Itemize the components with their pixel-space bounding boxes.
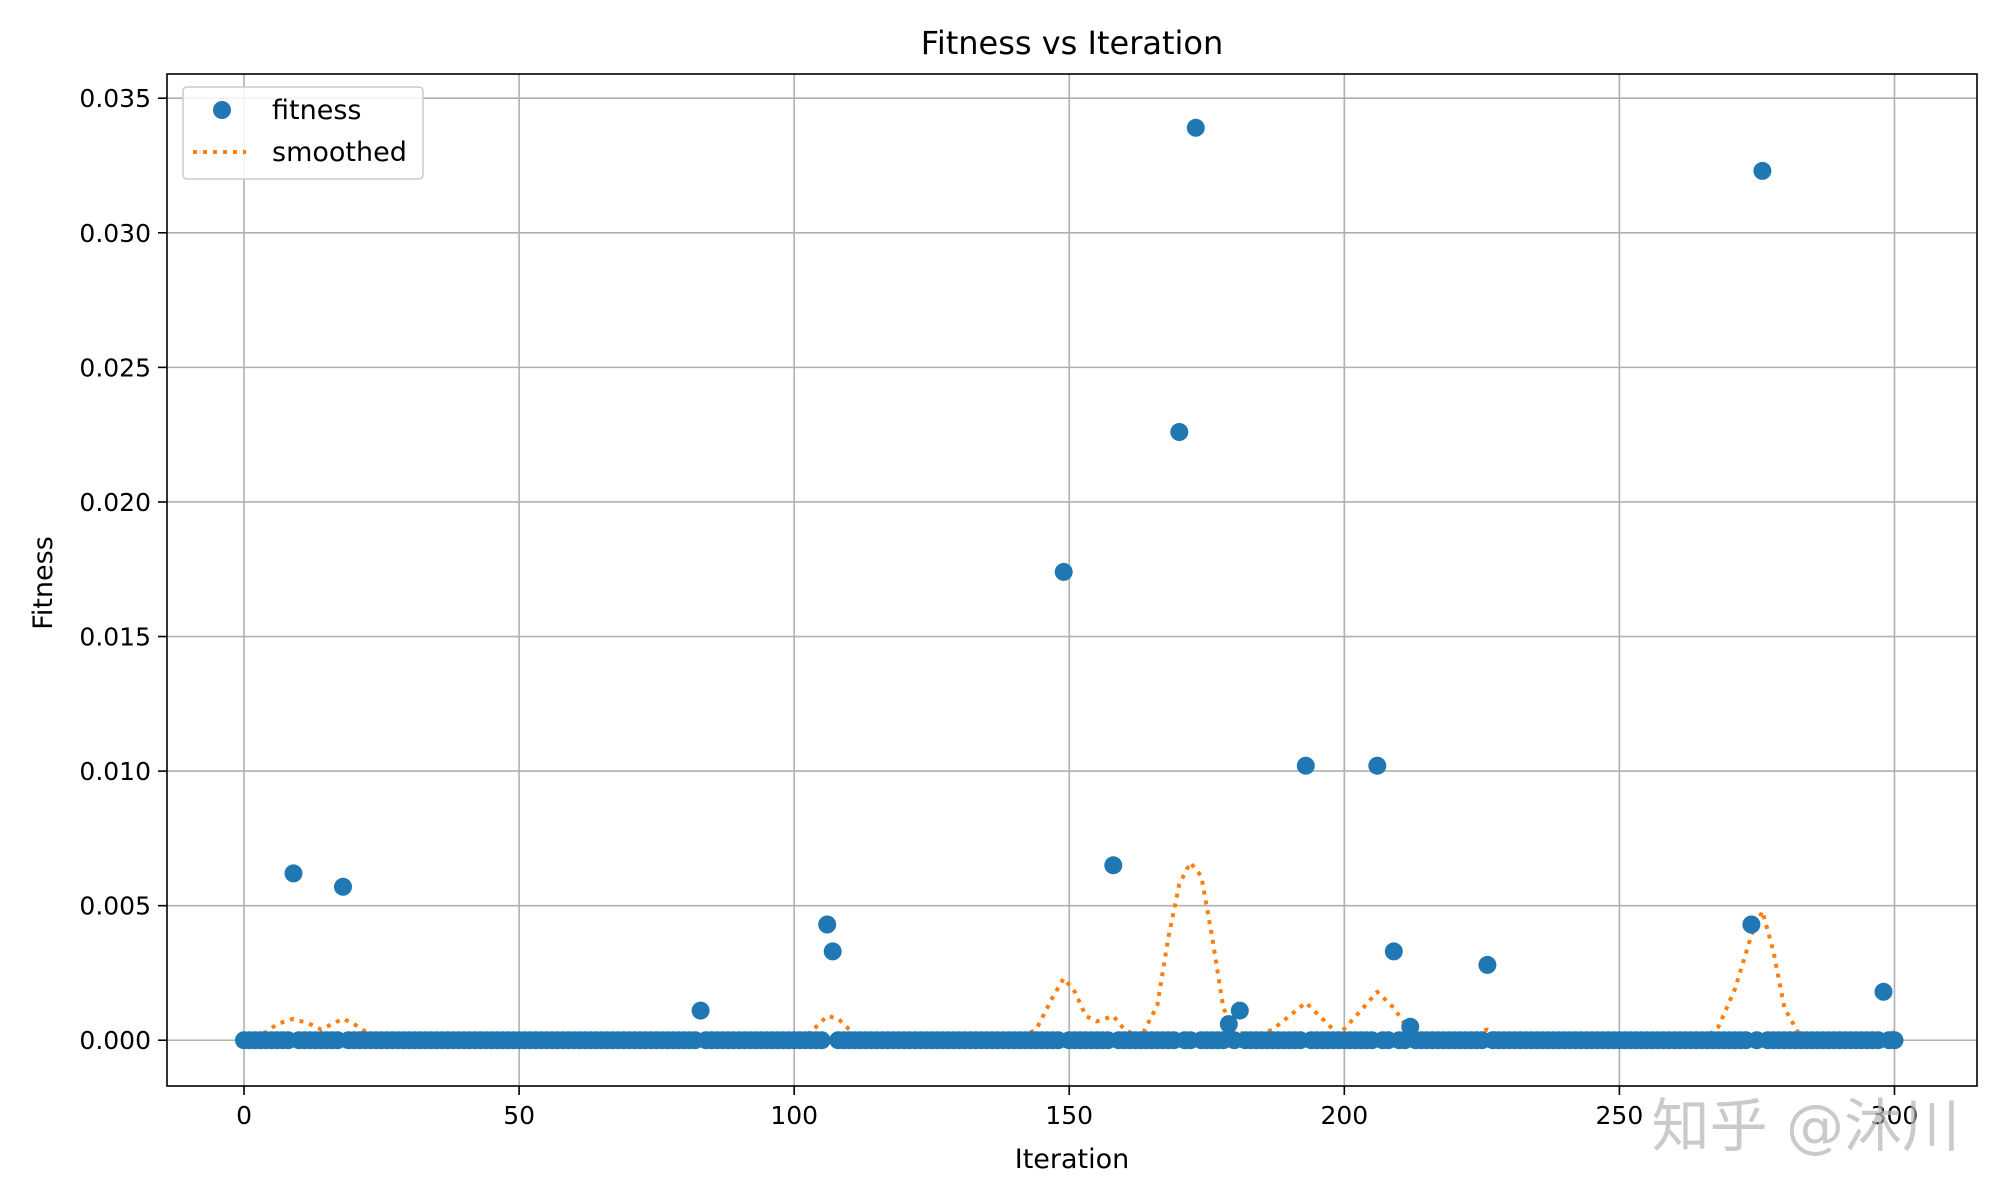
fitness-point bbox=[1384, 942, 1403, 961]
y-tick-label: 0.000 bbox=[79, 1026, 151, 1055]
chart-title: Fitness vs Iteration bbox=[921, 24, 1224, 62]
x-tick-label: 0 bbox=[236, 1101, 252, 1130]
x-axis: 0 50 100 150 200 250 300 bbox=[236, 1086, 1918, 1130]
y-tick-label: 0.035 bbox=[79, 84, 151, 113]
fitness-point bbox=[691, 1001, 710, 1020]
fitness-point bbox=[1885, 1031, 1904, 1050]
fitness-point bbox=[1296, 756, 1315, 775]
fitness-point bbox=[823, 942, 842, 961]
fitness-point bbox=[812, 1031, 831, 1050]
x-axis-title: Iteration bbox=[1015, 1144, 1130, 1175]
x-tick-label: 50 bbox=[503, 1101, 535, 1130]
watermark: 知乎 @沐川 bbox=[1652, 1092, 1960, 1160]
x-tick-label: 200 bbox=[1320, 1101, 1368, 1130]
y-tick-label: 0.025 bbox=[79, 353, 151, 382]
y-tick-label: 0.010 bbox=[79, 757, 151, 786]
x-tick-label: 150 bbox=[1045, 1101, 1093, 1130]
fitness-point bbox=[284, 864, 303, 883]
fitness-point bbox=[818, 915, 837, 934]
fitness-point bbox=[1742, 915, 1761, 934]
y-tick-label: 0.020 bbox=[79, 488, 151, 517]
fitness-series bbox=[235, 118, 1904, 1050]
plot-area bbox=[167, 74, 1977, 1086]
fitness-point bbox=[1230, 1001, 1249, 1020]
legend-fitness-label: fitness bbox=[272, 95, 361, 126]
y-tick-label: 0.030 bbox=[79, 219, 151, 248]
fitness-point bbox=[1368, 756, 1387, 775]
fitness-point bbox=[1478, 955, 1497, 974]
legend-smoothed-label: smoothed bbox=[272, 137, 407, 168]
fitness-point bbox=[1874, 982, 1893, 1001]
fitness-point bbox=[1186, 118, 1205, 137]
fitness-point bbox=[1104, 856, 1123, 875]
fitness-point bbox=[1753, 161, 1772, 180]
y-axis-title: Fitness bbox=[28, 536, 59, 630]
fitness-point bbox=[1219, 1015, 1238, 1034]
plot-frame bbox=[166, 73, 1978, 1087]
legend: fitness smoothed bbox=[182, 86, 424, 180]
legend-fitness-marker bbox=[213, 101, 231, 119]
legend-box bbox=[182, 86, 424, 180]
y-tick-label: 0.015 bbox=[79, 623, 151, 652]
x-tick-label: 300 bbox=[1871, 1101, 1919, 1130]
y-tick-label: 0.005 bbox=[79, 892, 151, 921]
x-tick-label: 250 bbox=[1596, 1101, 1644, 1130]
fitness-point bbox=[1170, 423, 1189, 441]
y-axis: 0.000 0.005 0.010 0.015 0.020 0.025 0.030 0.035 bbox=[79, 84, 167, 1055]
x-tick-label: 100 bbox=[770, 1101, 818, 1130]
fitness-point bbox=[334, 877, 352, 896]
fitness-point bbox=[1054, 562, 1073, 581]
